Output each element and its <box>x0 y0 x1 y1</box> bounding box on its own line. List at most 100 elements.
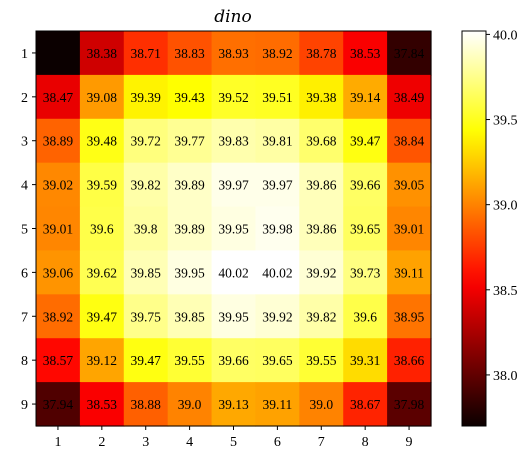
x-tick-label: 4 <box>186 435 193 450</box>
x-tick-label: 6 <box>274 435 281 450</box>
heatmap-cell <box>123 74 169 120</box>
cell-value-label: 38.89 <box>43 134 74 149</box>
heatmap-cell <box>79 382 125 427</box>
heatmap-cell <box>123 206 169 252</box>
heatmap-cell <box>255 250 300 295</box>
cell-value-label: 39.75 <box>131 309 162 324</box>
heatmap-cell <box>167 294 213 339</box>
heatmap-cell <box>211 338 257 383</box>
y-tick-label: 8 <box>21 354 28 369</box>
cell-value-label: 39.02 <box>43 178 73 193</box>
cell-value-label: 39.89 <box>174 222 205 237</box>
cell-value-label: 39.86 <box>306 222 337 237</box>
cell-value-label: 38.95 <box>394 309 425 324</box>
cell-value-label: 39.0 <box>178 397 202 412</box>
y-tick-label: 1 <box>21 47 28 62</box>
cell-value-label: 39.47 <box>131 353 162 368</box>
cell-value-label: 39.48 <box>87 134 118 149</box>
heatmap-cell <box>299 206 344 252</box>
heatmap-cell <box>343 74 388 120</box>
heatmap-cell <box>123 118 169 164</box>
heatmap-cell <box>343 118 388 164</box>
heatmap-cell <box>36 31 81 76</box>
cell-value-label: 39.82 <box>306 309 336 324</box>
colorbar-tick-label: 39.5 <box>493 114 518 129</box>
cell-value-label: 38.88 <box>131 397 162 412</box>
cell-value-label: 39.98 <box>262 222 293 237</box>
cell-value-label: 39.59 <box>87 178 118 193</box>
cell-value-label: 37.84 <box>394 46 425 61</box>
heatmap-cell <box>255 382 300 427</box>
cell-value-label: 39.8 <box>134 222 158 237</box>
colorbar-tick-label: 40.0 <box>493 28 518 43</box>
heatmap-cell <box>343 31 388 76</box>
heatmap-cell <box>255 31 300 76</box>
heatmap-cell <box>299 118 344 164</box>
cell-value-label: 38.67 <box>350 397 381 412</box>
heatmap-cell <box>255 118 300 164</box>
heatmap-cell <box>211 31 257 76</box>
cell-value-label: 40.02 <box>262 265 292 280</box>
cell-value-label: 38.49 <box>394 90 425 105</box>
x-tick-label: 3 <box>142 435 149 450</box>
heatmap-cell <box>255 294 300 339</box>
heatmap-cell <box>36 294 81 339</box>
cell-value-label: 39.83 <box>218 134 249 149</box>
x-axis: 1 2 3 4 5 6 7 8 9 <box>54 426 413 450</box>
cell-value-label: 39.08 <box>87 90 118 105</box>
heatmap-cell <box>211 162 257 208</box>
heatmap-cell <box>211 118 257 164</box>
cell-value-label: 39.01 <box>394 222 424 237</box>
heatmap-cell <box>167 382 213 427</box>
cell-value-label: 39.85 <box>174 309 205 324</box>
heatmap-cell <box>36 118 81 164</box>
heatmap-cell <box>299 162 344 208</box>
cell-value-label: 37.94 <box>43 397 74 412</box>
cell-value-label: 39.12 <box>87 353 117 368</box>
heatmap-cell <box>211 382 257 427</box>
cell-value-label: 39.97 <box>218 178 249 193</box>
cell-value-label: 39.55 <box>306 353 337 368</box>
cell-value-label: 39.97 <box>262 178 293 193</box>
cell-value-label: 39.77 <box>174 134 205 149</box>
heatmap-cell <box>167 250 213 295</box>
heatmap-cell <box>79 162 125 208</box>
heatmap-cell <box>387 74 432 120</box>
y-axis: 1 2 3 4 5 6 7 8 9 <box>21 47 36 413</box>
heatmap-cell <box>123 31 169 76</box>
heatmap-cell <box>299 250 344 295</box>
cell-value-label: 38.47 <box>43 90 74 105</box>
x-tick-label: 2 <box>98 435 105 450</box>
heatmap-cell <box>387 382 432 427</box>
heatmap-cell <box>36 74 81 120</box>
cell-value-label: 38.53 <box>87 397 118 412</box>
heatmap-cell <box>79 31 125 76</box>
heatmap-cell <box>299 74 344 120</box>
cell-value-label: 38.84 <box>394 134 425 149</box>
cell-value-label: 39.38 <box>306 90 337 105</box>
y-tick-label: 6 <box>21 266 28 281</box>
x-tick-label: 8 <box>362 435 369 450</box>
cell-value-label: 39.85 <box>131 265 162 280</box>
heatmap-cells <box>36 31 432 427</box>
cell-value-label: 39.92 <box>306 265 336 280</box>
heatmap-cell <box>167 338 213 383</box>
heatmap-cell <box>211 294 257 339</box>
cell-value-label: 39.66 <box>350 178 381 193</box>
heatmap-cell <box>36 162 81 208</box>
heatmap-cell <box>123 382 169 427</box>
heatmap-cell <box>167 162 213 208</box>
cell-value-label: 39.95 <box>174 265 205 280</box>
heatmap-cell <box>211 250 257 295</box>
heatmap-cell <box>387 338 432 383</box>
heatmap-cell <box>211 74 257 120</box>
colorbar-axis: 38.0 38.5 39.0 39.5 40.0 <box>486 28 518 384</box>
cell-value-label: 38.71 <box>131 46 161 61</box>
cell-value-label: 40.02 <box>218 265 248 280</box>
heatmap-cell <box>123 294 169 339</box>
heatmap-cell <box>299 338 344 383</box>
cell-value-label: 39.14 <box>350 90 381 105</box>
cell-value-label: 39.81 <box>262 134 292 149</box>
heatmap-cell <box>167 118 213 164</box>
